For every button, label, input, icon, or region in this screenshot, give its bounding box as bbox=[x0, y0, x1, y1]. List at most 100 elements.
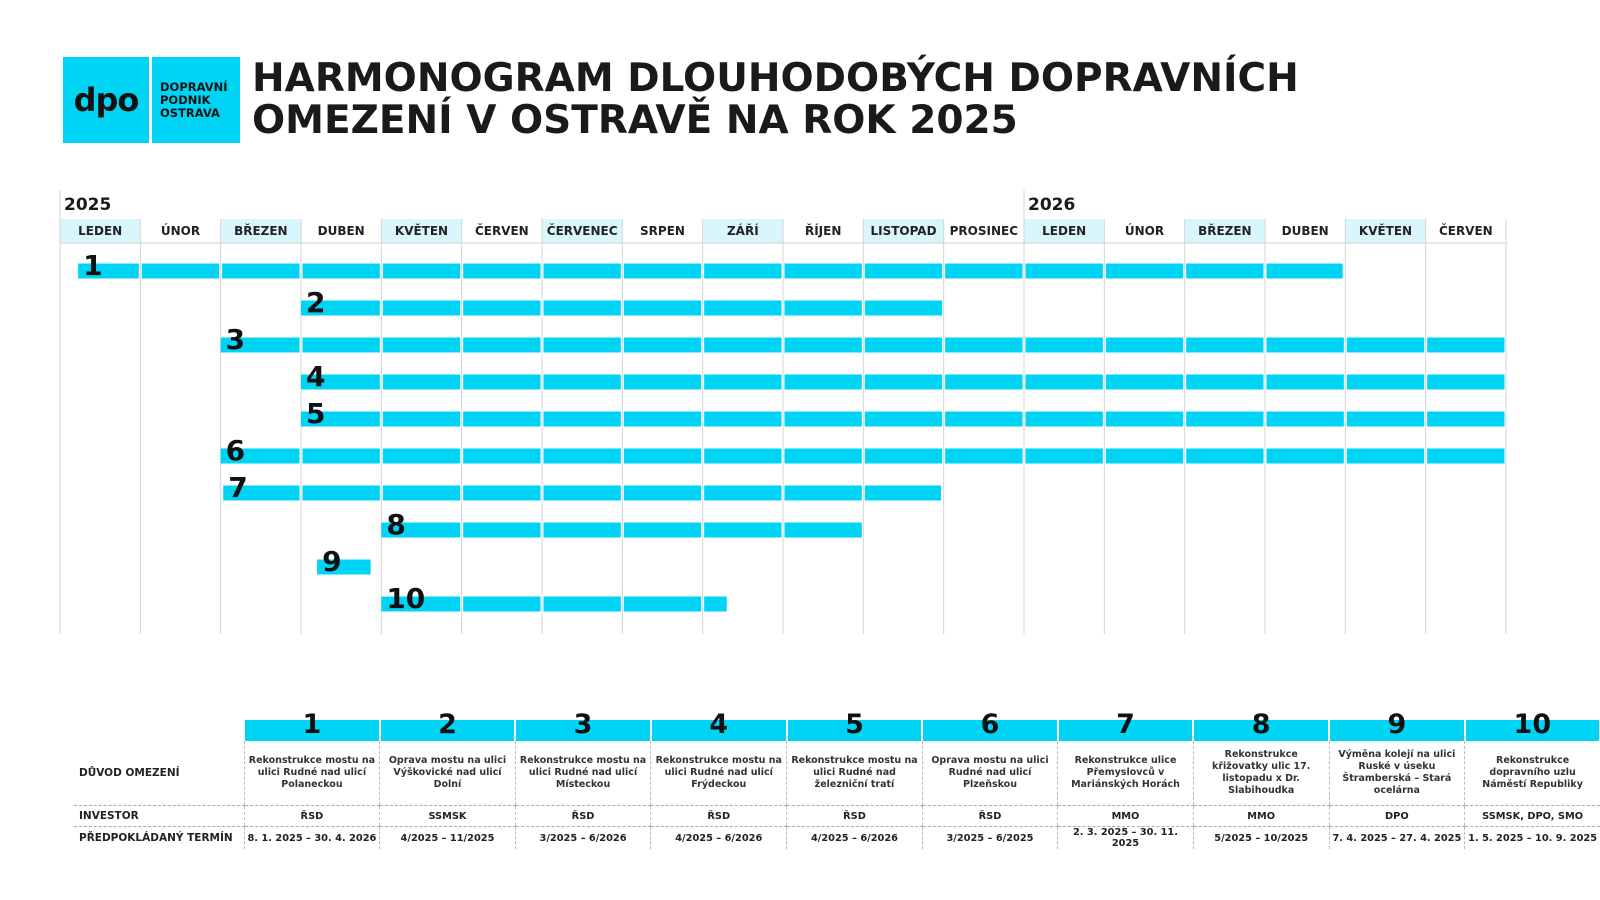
task-bar-segment bbox=[623, 522, 702, 538]
restrictions-table: 1 2 3 4 5 6 7 8 9 10 DŮVOD OMEZENÍ Rekon… bbox=[74, 710, 1600, 849]
task-bar-segment bbox=[382, 263, 461, 279]
task-bar-segment bbox=[463, 596, 541, 612]
task-bar-segment bbox=[302, 337, 380, 353]
task-bar-segment bbox=[704, 263, 782, 279]
task-bar-segment bbox=[623, 596, 702, 612]
task-bar-segment bbox=[1427, 374, 1505, 390]
task-bar-segment bbox=[945, 448, 1023, 464]
number-badge: 8 bbox=[1194, 710, 1329, 741]
month-header-cell bbox=[381, 219, 462, 243]
task-bar-segment bbox=[382, 485, 461, 501]
task-bar-segment bbox=[1266, 374, 1344, 390]
month-header-cell bbox=[863, 219, 944, 243]
task-bar-segment bbox=[704, 448, 782, 464]
reason-cell: Rekonstrukce křižovatky ulic 17. listopa… bbox=[1192, 741, 1330, 806]
task-bar-segment bbox=[302, 448, 380, 464]
task-bar-segment bbox=[1025, 263, 1103, 279]
task-bar-segment bbox=[623, 374, 702, 390]
task-bar-segment bbox=[543, 411, 621, 427]
investor-cell: ŘSD bbox=[921, 805, 1058, 827]
task-bar-segment bbox=[784, 522, 862, 538]
task-bar-segment bbox=[1186, 263, 1264, 279]
task-bar-segment bbox=[1105, 448, 1184, 464]
number-badge: 4 bbox=[651, 710, 786, 741]
task-bar-segment bbox=[704, 300, 782, 316]
task-bar-segment bbox=[864, 485, 941, 501]
month-header-cell bbox=[1024, 219, 1105, 243]
reason-cell: Oprava mostu na ulici Rudné nad ulicí Pl… bbox=[921, 741, 1058, 806]
task-bar-segment bbox=[623, 411, 702, 427]
task-bar-segment bbox=[784, 263, 862, 279]
number-label: 3 bbox=[573, 709, 593, 740]
task-bar-segment bbox=[1427, 448, 1505, 464]
task-bar-segment bbox=[381, 596, 461, 612]
year-label: 2025 bbox=[64, 195, 111, 215]
task-bar-segment bbox=[784, 337, 862, 353]
number-label: 4 bbox=[709, 709, 729, 740]
task-bar-segment bbox=[945, 263, 1023, 279]
task-bar-segment bbox=[1186, 337, 1264, 353]
reason-cell: Oprava mostu na ulici Výškovické nad uli… bbox=[379, 741, 516, 806]
task-bar-segment bbox=[704, 411, 782, 427]
month-label: KVĚTEN bbox=[1359, 223, 1412, 238]
term-cell: 4/2025 – 6/2026 bbox=[786, 826, 923, 849]
task-bar-segment bbox=[704, 374, 782, 390]
logo-mark: dpo bbox=[63, 57, 149, 143]
task-bar-segment bbox=[463, 337, 541, 353]
task-bar-segment bbox=[543, 374, 621, 390]
task-bar-segment bbox=[302, 263, 380, 279]
page-title: HARMONOGRAM DLOUHODOBÝCH DOPRAVNÍCH OMEZ… bbox=[252, 58, 1402, 142]
task-bar-segment bbox=[463, 263, 541, 279]
month-label: LISTOPAD bbox=[870, 224, 936, 238]
task-bar-segment bbox=[463, 522, 541, 538]
month-header-cell bbox=[60, 219, 141, 243]
logo-mark-text: dpo bbox=[73, 81, 140, 119]
task-bar-segment bbox=[1186, 448, 1264, 464]
task-bar-segment bbox=[704, 522, 782, 538]
task-bar-segment bbox=[381, 522, 461, 538]
task-bar-segment bbox=[1105, 411, 1184, 427]
month-header-cell bbox=[542, 219, 623, 243]
month-label: BŘEZEN bbox=[234, 223, 288, 238]
month-label: ŘÍJEN bbox=[805, 223, 841, 238]
task-bar-segment bbox=[1186, 411, 1264, 427]
task-bar-segment bbox=[1105, 374, 1184, 390]
task-bar-segment bbox=[623, 263, 702, 279]
task-bar-segment bbox=[1025, 448, 1103, 464]
number-label: 2 bbox=[438, 709, 457, 740]
task-bar-segment bbox=[382, 300, 461, 316]
task-bar-segment bbox=[1266, 411, 1344, 427]
month-label: ČERVENEC bbox=[547, 223, 618, 238]
investor-cell: MMO bbox=[1192, 805, 1330, 827]
task-bar-segment bbox=[220, 448, 300, 464]
task-bar-segment bbox=[1266, 448, 1344, 464]
year-label: 2026 bbox=[1028, 195, 1075, 215]
task-bar-segment bbox=[1266, 263, 1343, 279]
reason-cell: Rekonstrukce ulice Přemyslovců v Mariáns… bbox=[1057, 741, 1194, 806]
task-bar-segment bbox=[1346, 374, 1425, 390]
term-cell: 8. 1. 2025 – 30. 4. 2026 bbox=[243, 826, 380, 849]
number-row: 1 2 3 4 5 6 7 8 9 10 bbox=[74, 710, 1600, 741]
task-bar-segment bbox=[543, 263, 621, 279]
month-label: SRPEN bbox=[640, 224, 685, 238]
logo-name: DOPRAVNÍ PODNIK OSTRAVA bbox=[152, 57, 240, 143]
month-header-cell bbox=[702, 219, 783, 243]
reason-cell: Rekonstrukce mostu na ulici Rudné nad ul… bbox=[650, 741, 787, 806]
number-label: 6 bbox=[980, 709, 1000, 740]
investor-cell: ŘSD bbox=[243, 805, 380, 827]
number-label: 5 bbox=[845, 709, 864, 740]
month-label: DUBEN bbox=[1282, 224, 1329, 238]
task-bar-segment bbox=[1346, 337, 1425, 353]
row-label-investor: INVESTOR bbox=[74, 805, 245, 827]
task-bar-segment bbox=[543, 485, 621, 501]
month-header-cell bbox=[1184, 219, 1265, 243]
task-bar-segment bbox=[704, 485, 782, 501]
logo-line: OSTRAVA bbox=[160, 105, 220, 120]
number-label: 1 bbox=[302, 709, 322, 740]
term-row: PŘEDPOKLÁDANÝ TERMÍN 8. 1. 2025 – 30. 4.… bbox=[74, 826, 1600, 849]
investor-row: INVESTOR ŘSD SSMSK ŘSD ŘSD ŘSD ŘSD MMO M… bbox=[74, 805, 1600, 827]
task-number-label: 6 bbox=[226, 434, 245, 467]
task-bar-segment bbox=[1346, 411, 1425, 427]
month-label: PROSINEC bbox=[950, 224, 1019, 238]
